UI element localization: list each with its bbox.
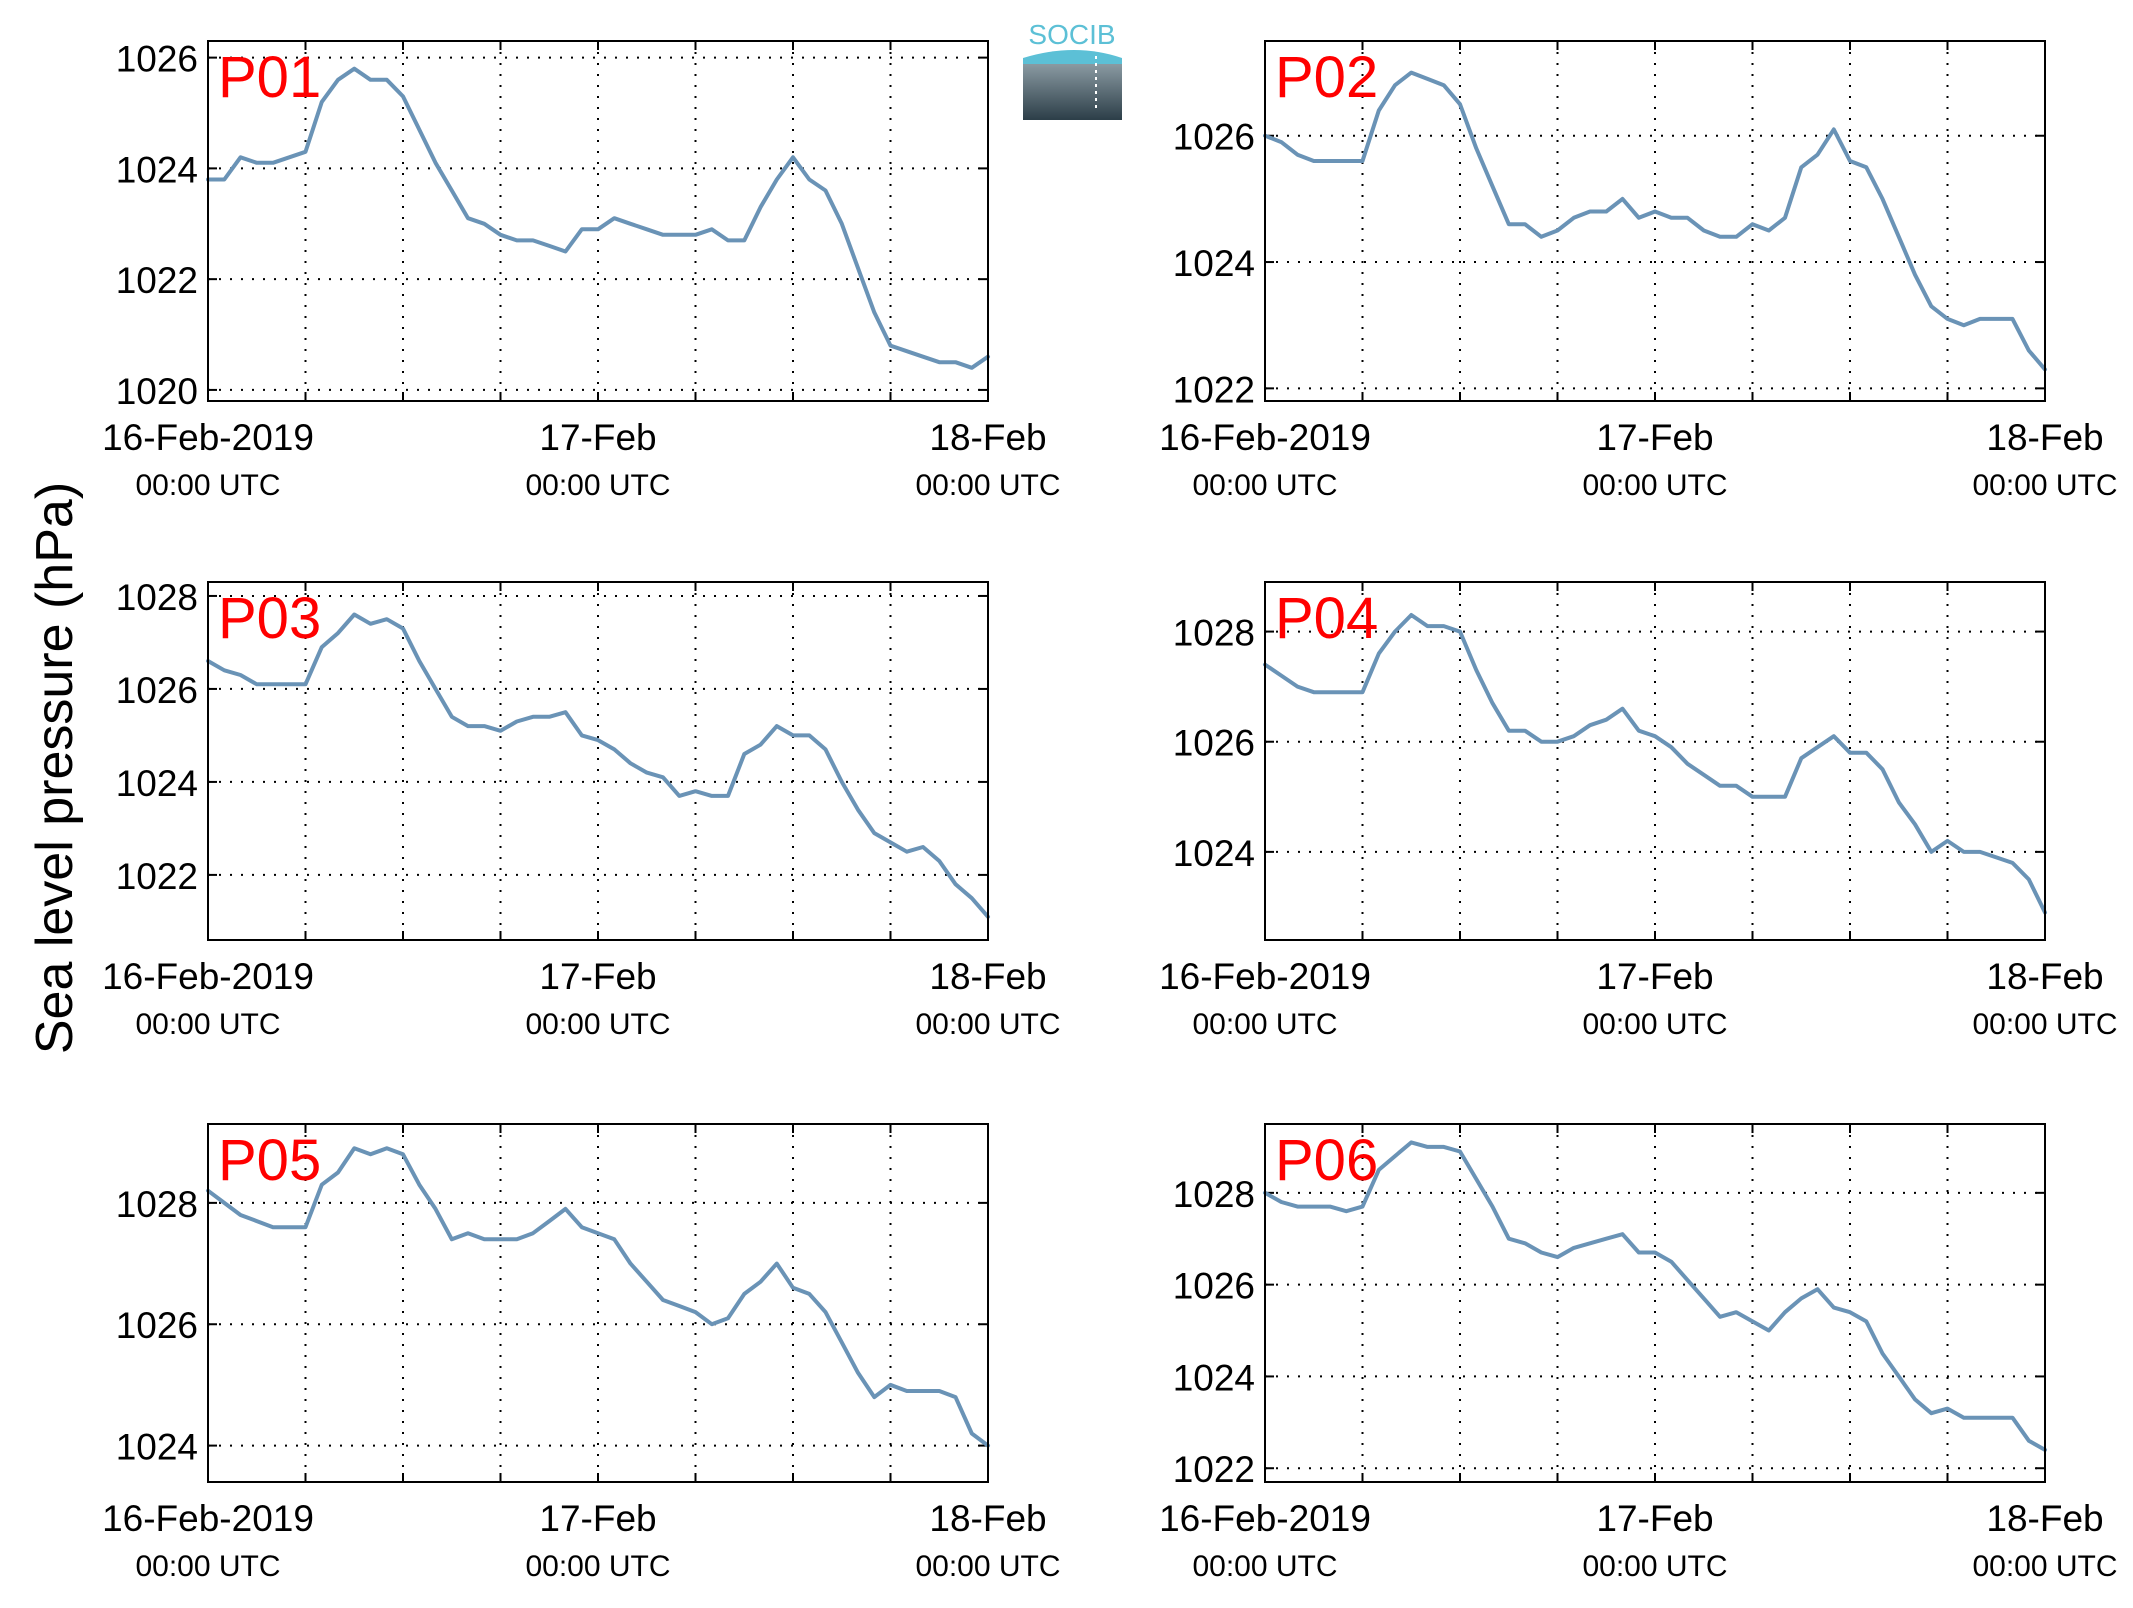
x-tick-label-time: 00:00 UTC (1582, 1008, 1727, 1041)
y-tick-label: 1026 (116, 1305, 198, 1346)
x-tick-label-date: 18-Feb (1986, 1498, 2103, 1539)
y-tick-label: 1026 (1173, 1266, 1255, 1307)
y-tick-label: 1028 (116, 1184, 198, 1225)
y-tick-label: 1026 (116, 670, 198, 711)
panel-tag: P06 (1275, 1128, 1378, 1193)
x-tick-label-time: 00:00 UTC (1582, 1550, 1727, 1583)
logo-wave (1023, 50, 1122, 64)
panel-p01: 1020 1022 1024 1026 P01 16-Feb-2019 00:00 UTC 1… (102, 39, 1060, 502)
y-tick-label: 1020 (116, 371, 198, 412)
y-tick-label: 1024 (116, 763, 198, 804)
y-tick-label: 1024 (1173, 833, 1255, 874)
x-tick-label-date: 17-Feb (539, 417, 656, 458)
x-tick-label-time: 00:00 UTC (1972, 1008, 2117, 1041)
panel-p06: 1022 1024 1026 1028 P06 16-Feb-2019 00:00 UTC 1… (1159, 1123, 2118, 1583)
y-axis-label: Sea level pressure (hPa) (26, 482, 84, 1054)
x-tick-label-date: 17-Feb (539, 956, 656, 997)
panel-p03: 1022 1024 1026 1028 P03 16-Feb-2019 00:00 UTC 1… (102, 577, 1060, 1041)
y-tick-label: 1024 (116, 1427, 198, 1468)
x-tick-label-date: 17-Feb (1596, 1498, 1713, 1539)
series-line (1263, 613, 2047, 915)
axes-frame (207, 1123, 989, 1483)
series-line (1263, 70, 2047, 372)
socib-logo: SOCIB (1023, 19, 1122, 120)
x-tick-label-date: 16-Feb-2019 (1159, 1498, 1371, 1539)
y-tick-label: 1024 (1173, 1357, 1255, 1398)
x-tick-label-time: 00:00 UTC (915, 1550, 1060, 1583)
x-tick-label-time: 00:00 UTC (1972, 1550, 2117, 1583)
y-tick-label: 1026 (116, 39, 198, 80)
panel-p02: 1022 1024 1026 P02 16-Feb-2019 00:00 UTC 17-Fe… (1159, 40, 2118, 502)
x-tick-label-time: 00:00 UTC (525, 469, 670, 502)
panel-tag: P02 (1275, 45, 1378, 110)
axes-frame (1264, 581, 2046, 941)
x-tick-label-date: 17-Feb (1596, 417, 1713, 458)
x-tick-label-date: 16-Feb-2019 (1159, 956, 1371, 997)
x-tick-label-time: 00:00 UTC (1192, 1550, 1337, 1583)
series-line (206, 66, 990, 370)
panel-tag: P04 (1275, 586, 1378, 651)
x-tick-label-time: 00:00 UTC (525, 1550, 670, 1583)
x-tick-label-date: 16-Feb-2019 (1159, 417, 1371, 458)
x-tick-label-time: 00:00 UTC (915, 469, 1060, 502)
x-tick-label-time: 00:00 UTC (525, 1008, 670, 1041)
x-tick-label-date: 18-Feb (1986, 956, 2103, 997)
logo-text: SOCIB (1028, 19, 1115, 50)
y-tick-label: 1028 (1173, 1174, 1255, 1215)
x-tick-label-time: 00:00 UTC (915, 1008, 1060, 1041)
panel-p04: 1024 1026 1028 P04 16-Feb-2019 00:00 UTC 17-Fe… (1159, 581, 2118, 1041)
y-tick-label: 1028 (116, 577, 198, 618)
series-line (1263, 1140, 2047, 1452)
x-tick-label-time: 00:00 UTC (135, 1008, 280, 1041)
y-tick-label: 1022 (1173, 1449, 1255, 1490)
x-tick-label-time: 00:00 UTC (135, 1550, 280, 1583)
axes-frame (1264, 40, 2046, 402)
y-tick-label: 1022 (116, 260, 198, 301)
x-tick-label-time: 00:00 UTC (1972, 469, 2117, 502)
y-tick-label: 1024 (116, 149, 198, 190)
x-tick-label-date: 18-Feb (929, 1498, 1046, 1539)
panel-tag: P03 (218, 586, 321, 651)
axes-frame (207, 40, 989, 402)
x-tick-label-time: 00:00 UTC (1192, 469, 1337, 502)
x-tick-label-date: 18-Feb (929, 417, 1046, 458)
series-line (206, 612, 990, 919)
logo-block (1023, 64, 1122, 120)
x-tick-label-time: 00:00 UTC (1192, 1008, 1337, 1041)
x-tick-label-date: 18-Feb (1986, 417, 2103, 458)
y-tick-label: 1022 (116, 856, 198, 897)
panel-p05: 1024 1026 1028 P05 16-Feb-2019 00:00 UTC 17-Fe… (102, 1123, 1061, 1583)
x-tick-label-date: 16-Feb-2019 (102, 956, 314, 997)
x-tick-label-time: 00:00 UTC (135, 469, 280, 502)
x-tick-label-date: 16-Feb-2019 (102, 1498, 314, 1539)
panel-tag: P01 (218, 45, 321, 110)
y-tick-label: 1028 (1173, 613, 1255, 654)
y-tick-label: 1026 (1173, 117, 1255, 158)
x-tick-label-date: 16-Feb-2019 (102, 417, 314, 458)
x-tick-label-date: 17-Feb (1596, 956, 1713, 997)
y-tick-label: 1026 (1173, 723, 1255, 764)
axes-frame (207, 581, 989, 941)
panel-tag: P05 (218, 1128, 321, 1193)
x-tick-label-time: 00:00 UTC (1582, 469, 1727, 502)
series-line (206, 1146, 990, 1448)
axes-frame (1264, 1123, 2046, 1483)
x-tick-label-date: 18-Feb (929, 956, 1046, 997)
x-tick-label-date: 17-Feb (539, 1498, 656, 1539)
y-tick-label: 1022 (1173, 369, 1255, 410)
y-tick-label: 1024 (1173, 243, 1255, 284)
